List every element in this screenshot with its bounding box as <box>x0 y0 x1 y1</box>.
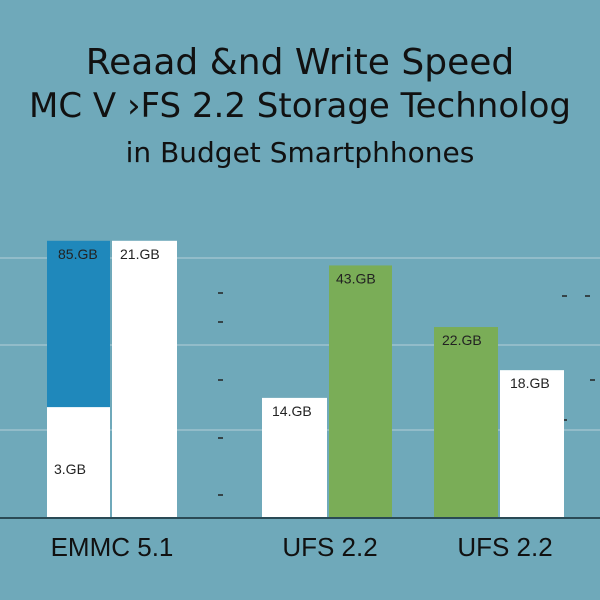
chart-title-line-1: Reaad &nd Write Speed <box>85 42 515 83</box>
chart-title-line-2: MC V ›FS 2.2 Storage Technolog <box>29 86 571 126</box>
bar-6 <box>500 370 564 518</box>
bar-4 <box>329 265 392 518</box>
bar-0 <box>47 407 110 518</box>
bar-label-2: 21.GB <box>120 246 160 262</box>
chart-title-line-3: in Budget Smartphhones <box>125 136 475 169</box>
category-label-2: UFS 2.2 <box>457 532 552 562</box>
bar-label-6: 18.GB <box>510 375 550 391</box>
bar-label-5: 22.GB <box>442 332 482 348</box>
bar-2 <box>112 240 177 519</box>
category-label-1: UFS 2.2 <box>282 532 377 562</box>
bar-5 <box>434 327 498 518</box>
bar-label-0: 3.GB <box>54 461 86 477</box>
bar-label-1: 85.GB <box>58 246 98 262</box>
bar-label-4: 43.GB <box>336 270 376 286</box>
bar-label-3: 14.GB <box>272 403 312 419</box>
category-label-0: EMMC 5.1 <box>51 532 174 562</box>
bar-3 <box>262 397 327 518</box>
